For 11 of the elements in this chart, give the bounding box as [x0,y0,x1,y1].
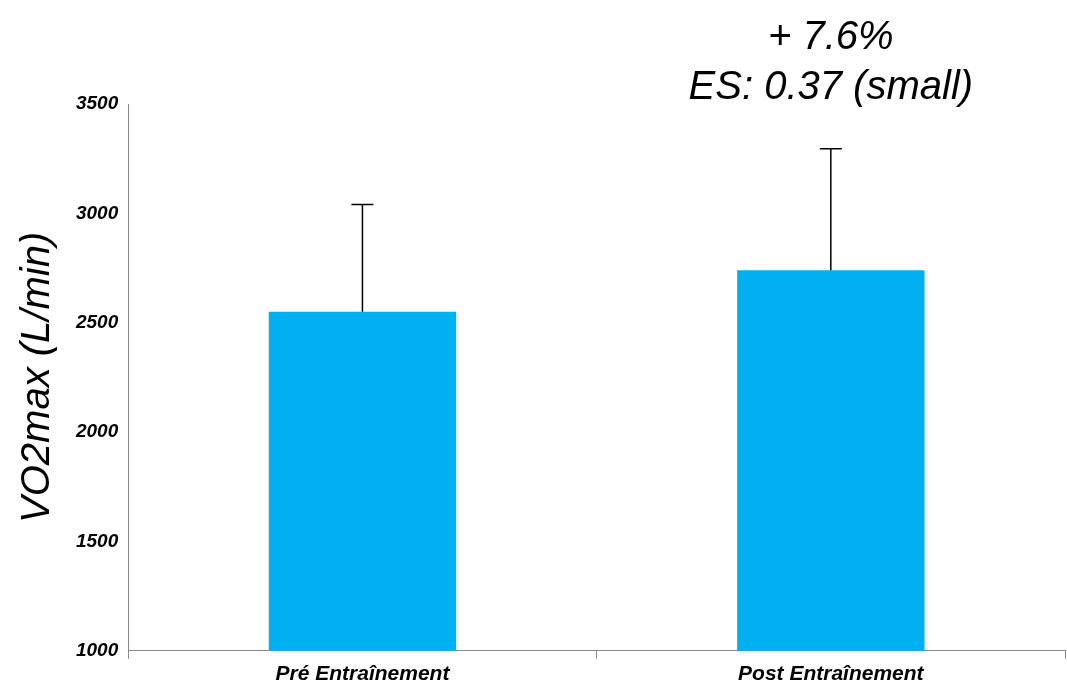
x-tick-label: Post Entraînement [738,661,925,685]
y-tick-label: 3000 [75,201,119,223]
x-tick-label: Pré Entraînement [275,661,451,685]
y-tick-label: 1000 [75,639,119,661]
y-tick-label: 2500 [74,310,119,332]
y-tick-label: 1500 [75,529,119,551]
annotation: ES: 0.37 (small) [688,63,974,108]
y-tick-label: 3500 [75,92,119,114]
y-axis-title: VO2max (L/min) [13,231,58,523]
text: + 7.6% [767,13,894,58]
y-tick-label: 2000 [74,420,119,442]
